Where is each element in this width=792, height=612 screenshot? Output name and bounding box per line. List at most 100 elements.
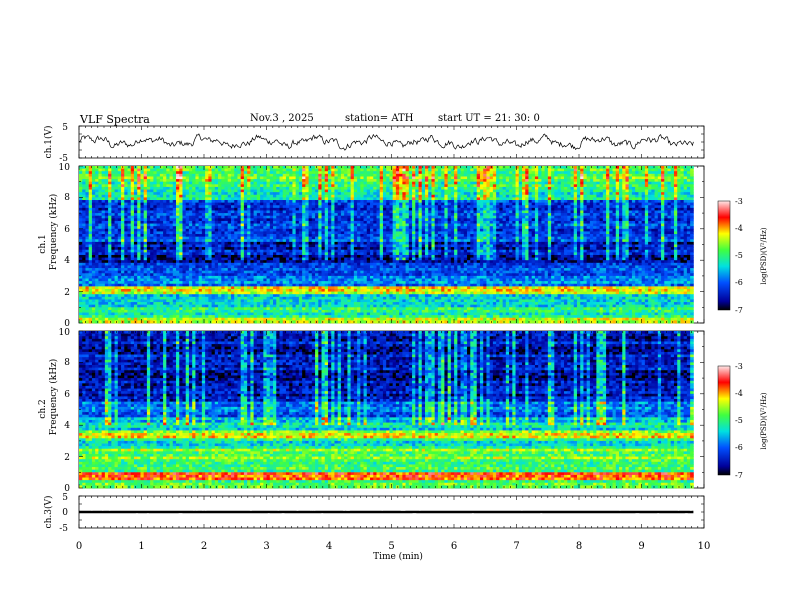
spectrogram-cell [677,171,681,174]
spectrogram-cell [286,179,290,182]
spectrogram-cell [137,182,141,185]
spectrogram-cell [124,166,128,169]
spectrogram-cell [309,187,313,190]
spectrogram-cell [247,184,251,187]
spectrogram-cell [105,166,109,169]
spectrogram-cell [118,182,122,185]
spectrogram-cell [153,169,157,172]
spectrogram-cell [234,176,238,179]
spectrogram-cell [571,184,575,187]
spectrogram-cell [160,182,164,185]
spectrogram-cell [525,179,529,182]
spectrogram-cell [85,184,89,187]
spectrogram-cell [195,169,199,172]
spectrogram-cell [244,169,248,172]
spectrogram-cell [564,174,568,177]
spectrogram-cell [195,176,199,179]
spectrogram-cell [506,169,510,172]
spectrogram-cell [322,176,326,179]
spectrogram-cell [493,166,497,169]
spectrogram-cell [528,174,532,177]
spectrogram-cell [189,187,193,190]
spectrogram-cell [98,174,102,177]
spectrogram-cell [92,182,96,185]
spectrogram-cell [131,179,135,182]
spectrogram-cell [318,171,322,174]
spectrogram-cell [241,187,245,190]
spectrogram-cell [289,179,293,182]
spectrogram-cell [680,182,684,185]
spectrogram-cell [606,174,610,177]
spectrogram-cell [503,184,507,187]
spectrogram-cell [389,176,393,179]
spectrogram-cell [600,174,604,177]
spectrogram-cell [600,176,604,179]
spectrogram-cell [535,171,539,174]
spectrogram-cell [567,166,571,169]
spectrogram-cell [128,169,132,172]
spectrogram-cell [551,174,555,177]
spectrogram-cell [173,187,177,190]
spectrogram-cell [558,174,562,177]
spectrogram-cell [516,182,520,185]
spectrogram-cell [357,176,361,179]
spectrogram-cell [680,184,684,187]
spectrogram-cell [364,169,368,172]
spectrogram-cell [153,171,157,174]
spectrogram-cell [425,176,429,179]
spectrogram-cell [202,182,206,185]
spectrogram-cell [144,182,148,185]
spectrogram-cell [360,182,364,185]
spectrogram-cell [506,184,510,187]
spectrogram-cell [677,174,681,177]
spectrogram-cell [218,182,222,185]
spectrogram-cell [279,187,283,190]
spectrogram-cell [535,182,539,185]
spectrogram-cell [383,169,387,172]
spectrogram-cell [406,169,410,172]
spectrogram-cell [661,179,665,182]
spectrogram-cell [435,179,439,182]
spectrogram-cell [545,176,549,179]
spectrogram-cell [315,171,319,174]
spectrogram-cell [376,184,380,187]
spectrogram-cell [260,171,264,174]
spectrogram-cell [448,174,452,177]
spectrogram-cell [331,176,335,179]
spectrogram-cell [486,176,490,179]
spectrogram-cell [267,184,271,187]
spectrogram-cell [147,176,151,179]
spectrogram-cell [292,171,296,174]
spectrogram-cell [496,182,500,185]
spectrogram-cell [250,176,254,179]
spectrogram-cell [354,182,358,185]
spectrogram-cell [402,179,406,182]
spectrogram-cell [509,176,513,179]
spectrogram-cell [648,169,652,172]
spectrogram-cell [267,166,271,169]
spectrogram-cell [202,187,206,190]
spectrogram-cell [444,169,448,172]
spectrogram-cell [535,179,539,182]
spectrogram-cell [124,169,128,172]
spectrogram-cell [519,169,523,172]
spectrogram-cell [470,171,474,174]
spectrogram-cell [386,166,390,169]
spectrogram-cell [286,169,290,172]
spectrogram-cell [444,182,448,185]
spectrogram-cell [503,182,507,185]
spectrogram-cell [82,187,86,190]
spectrogram-cell [577,176,581,179]
spectrogram-cell [490,169,494,172]
spectrogram-cell [444,174,448,177]
spectrogram-cell [189,169,193,172]
spectrogram-cell [622,171,626,174]
spectrogram-cell [551,171,555,174]
spectrogram-cell [580,176,584,179]
spectrogram-cell [486,182,490,185]
spectrogram-cell [464,166,468,169]
spectrogram-cell [79,174,83,177]
spectrogram-cell [519,184,523,187]
spectrogram-cell [651,182,655,185]
spectrogram-cell [318,169,322,172]
